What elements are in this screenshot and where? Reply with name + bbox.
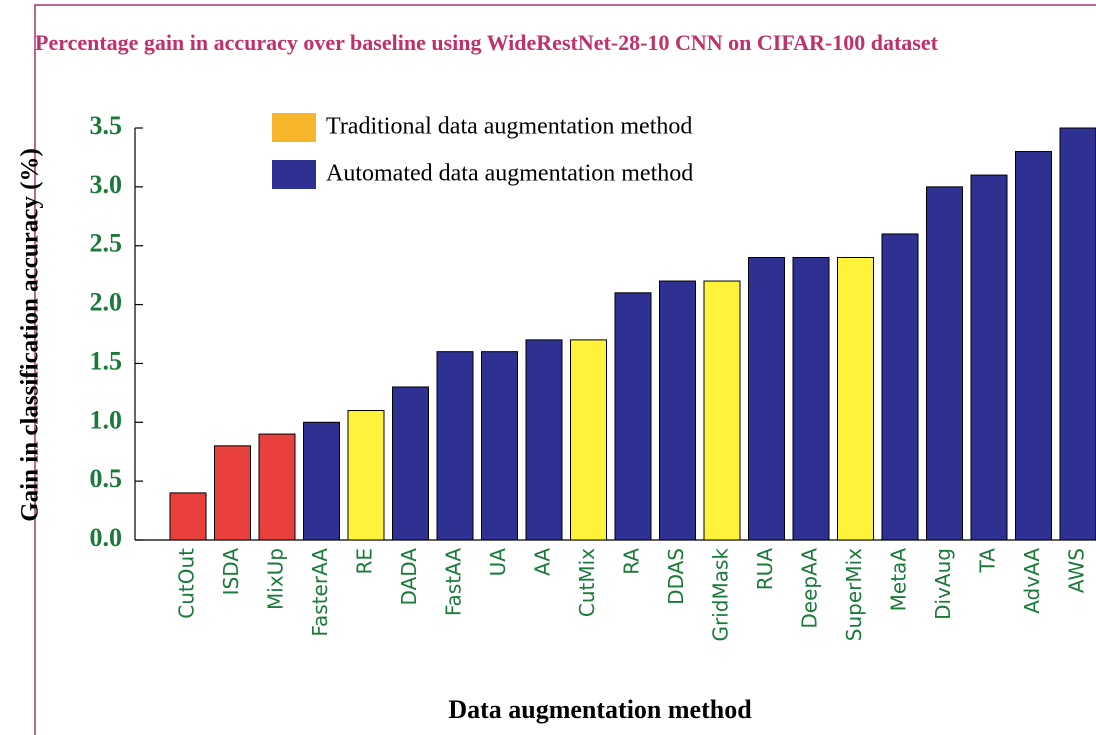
bar xyxy=(614,292,652,541)
bar xyxy=(703,280,741,541)
bar xyxy=(436,351,474,541)
bar xyxy=(792,256,830,541)
legend-label: Traditional data augmentation method xyxy=(326,114,692,140)
x-tick-label: FastAA xyxy=(442,548,466,616)
bar xyxy=(748,256,785,541)
x-tick-label: DADA xyxy=(397,548,421,606)
frame xyxy=(34,4,1096,735)
y-tick-label: 2.5 xyxy=(90,229,123,258)
bar xyxy=(525,339,563,541)
bar xyxy=(1015,151,1052,541)
bar xyxy=(214,445,251,541)
y-tick-label: 1.0 xyxy=(90,405,123,434)
y-tick-label: 3.5 xyxy=(90,111,123,140)
bar xyxy=(926,186,963,541)
bar xyxy=(837,256,874,541)
bar xyxy=(970,174,1008,541)
x-tick-label: GridMask xyxy=(709,548,733,642)
x-tick-label: MixUp xyxy=(264,548,288,610)
chart-title: Percentage gain in accuracy over baselin… xyxy=(35,30,939,55)
y-tick-label: 3.0 xyxy=(90,170,123,199)
bar xyxy=(169,492,207,541)
x-tick-label: DivAug xyxy=(931,548,955,620)
x-tick-label: RE xyxy=(353,548,377,575)
bar xyxy=(570,339,607,541)
legend-swatch xyxy=(272,160,316,189)
x-tick-label: DeepAA xyxy=(798,548,822,629)
x-tick-label: RUA xyxy=(753,548,777,591)
x-tick-label: AdvAA xyxy=(1020,548,1044,614)
bar xyxy=(303,421,340,541)
x-tick-label: CutMix xyxy=(575,548,599,617)
bar xyxy=(347,410,385,541)
y-tick-label: 2.0 xyxy=(90,288,123,317)
x-tick-label: FasterAA xyxy=(308,548,332,637)
bar xyxy=(659,280,696,541)
x-tick-label: SuperMix xyxy=(842,548,866,641)
bar xyxy=(881,233,919,541)
x-tick-label: DDAS xyxy=(664,548,688,605)
legend-label: Automated data augmentation method xyxy=(326,161,693,187)
x-tick-label: CutOut xyxy=(175,548,199,619)
bar xyxy=(392,386,429,541)
bar xyxy=(1059,127,1096,541)
x-tick-label: ISDA xyxy=(219,548,243,596)
x-tick-label: AWS xyxy=(1065,548,1089,593)
x-axis-label: Data augmentation method xyxy=(448,695,752,724)
y-axis-label: Gain in classification accuracy (%) xyxy=(17,148,44,522)
x-tick-label: TA xyxy=(976,548,1000,574)
y-tick-label: 0.5 xyxy=(90,464,123,493)
x-tick-label: UA xyxy=(486,548,510,577)
x-tick-label: AA xyxy=(531,548,555,576)
bar xyxy=(258,433,296,541)
y-tick-label: 1.5 xyxy=(90,346,123,375)
y-tick-label: 0.0 xyxy=(90,523,123,552)
x-tick-label: RA xyxy=(620,548,644,575)
bar xyxy=(481,351,518,541)
legend-swatch xyxy=(272,113,316,142)
x-tick-label: MetaA xyxy=(887,548,911,612)
